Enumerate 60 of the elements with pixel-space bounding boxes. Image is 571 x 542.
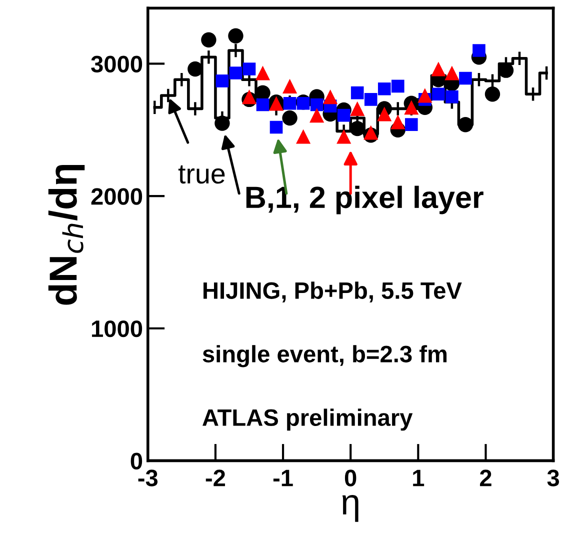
point xyxy=(364,125,378,140)
x-tick-label: 3 xyxy=(547,470,560,486)
point xyxy=(283,97,296,110)
point xyxy=(350,120,365,136)
point xyxy=(270,120,283,134)
x-axis-title: η xyxy=(342,495,358,522)
annotation: ATLAS preliminary xyxy=(202,408,413,431)
y-tick-label: 1000 xyxy=(92,320,142,338)
x-tick-label: -1 xyxy=(273,470,293,486)
point xyxy=(242,62,256,76)
point xyxy=(350,86,364,100)
y-axis-title: dN$_{ch}$/dη xyxy=(48,164,85,305)
point xyxy=(228,28,244,44)
point xyxy=(201,32,216,48)
point xyxy=(337,108,350,122)
point xyxy=(390,114,406,130)
point xyxy=(432,88,445,101)
point xyxy=(446,90,458,104)
x-tick-label: 0 xyxy=(344,470,356,486)
point xyxy=(418,88,432,103)
point xyxy=(188,61,203,77)
point xyxy=(404,100,419,115)
x-tick-label: -2 xyxy=(206,470,226,486)
y-tick-label: 0 xyxy=(130,452,142,470)
point xyxy=(336,129,352,144)
point xyxy=(256,98,270,112)
point xyxy=(405,118,418,131)
point xyxy=(296,97,310,110)
point xyxy=(444,66,460,80)
point xyxy=(377,106,392,122)
annotation: B,1, 2 pixel layer xyxy=(246,186,484,214)
point xyxy=(310,98,324,112)
point xyxy=(255,85,270,100)
point xyxy=(229,66,242,80)
point xyxy=(214,116,230,131)
point xyxy=(216,74,229,88)
x-tick-label: 1 xyxy=(413,470,424,486)
annotation: true xyxy=(178,165,225,184)
x-tick-label: 2 xyxy=(480,470,492,486)
annotation: single event, b=2.3 fm xyxy=(202,345,447,368)
point xyxy=(391,80,404,93)
annotation: HIJING, Pb+Pb, 5.5 TeV xyxy=(204,282,462,302)
x-tick-label: -3 xyxy=(138,470,158,486)
point xyxy=(484,86,500,102)
y-tick-label: 3000 xyxy=(91,56,142,73)
point xyxy=(458,116,474,132)
point xyxy=(282,110,298,126)
point xyxy=(296,129,311,144)
point xyxy=(431,62,446,76)
point xyxy=(282,78,298,94)
point xyxy=(459,72,472,85)
point xyxy=(323,90,338,104)
point xyxy=(364,93,378,106)
point xyxy=(255,66,270,80)
point xyxy=(378,82,391,96)
point xyxy=(242,90,257,104)
point xyxy=(350,101,365,116)
point xyxy=(310,108,324,123)
point xyxy=(472,44,486,57)
y-tick-label: 2000 xyxy=(91,188,142,205)
